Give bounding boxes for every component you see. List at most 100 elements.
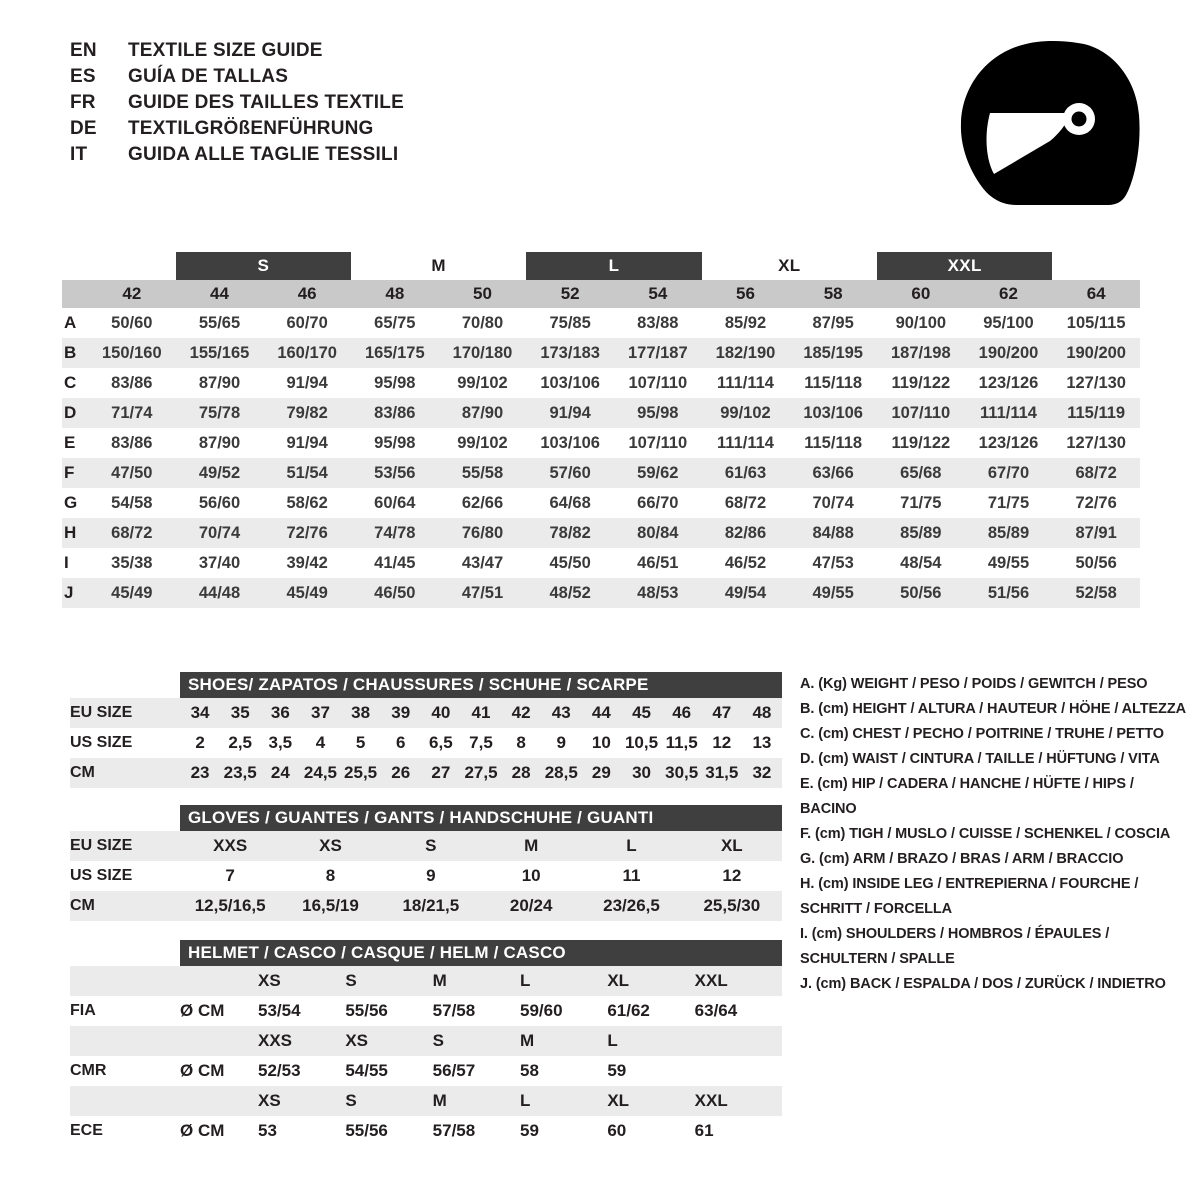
size-band-empty [88,252,176,280]
helmet-size-row: XS S M L XL XXL [70,966,782,996]
size-cell: 11,5 [665,733,698,752]
legend-item: D. (cm) WAIST / CINTURA / TAILLE / HÜFTU… [800,751,1160,767]
table-row: H 68/72 70/74 72/76 74/78 76/80 78/82 80/84 82/8… [62,518,1140,548]
size-band-xl: XL [778,256,801,275]
helmet-size-label: XS [345,1031,369,1050]
title-lang-text: TEXTILE SIZE GUIDE [128,40,323,61]
size-cell: 4 [315,733,326,752]
table-row: C 83/86 87/90 91/94 95/98 99/102 103/106 107/11… [62,368,1140,398]
measurement-cell: 91/94 [286,373,328,392]
size-cell: 6,5 [429,733,453,752]
helmet-measurement-cell: 59 [520,1121,539,1140]
size-cell: 47 [712,703,732,722]
size-cell: 28,5 [544,763,578,782]
measurement-cell: 103/106 [540,433,600,452]
measurement-cell: 45/50 [549,553,591,572]
measurement-cell: 87/90 [461,403,504,422]
helmet-size-row: XXS XS S M L [70,1026,782,1056]
table-row: E 83/86 87/90 91/94 95/98 99/102 103/106 107/11… [62,428,1140,458]
measurement-cell: 55/65 [198,313,241,332]
size-cell: 26 [391,763,411,782]
measurement-cell: 83/86 [111,433,153,452]
measurement-cell: 50/56 [900,583,942,602]
size-cell: M [524,836,539,855]
size-cell: 45 [632,703,651,722]
shoes-table: SHOES/ ZAPATOS / CHAUSSURES / SCHUHE / S… [70,672,782,788]
measurement-cell: 111/114 [980,403,1037,422]
measurement-cell: 71/74 [111,403,153,422]
size-cell: 42 [511,703,531,722]
measurement-cell: 95/98 [374,373,416,392]
helmet-measurement-cell: 61/62 [607,1001,650,1020]
size-band-l: L [526,252,702,280]
row-label: CM [70,764,95,781]
measurement-row-key: E [64,433,76,452]
measurement-cell: 173/183 [540,343,600,362]
size-column-header: 54 [613,280,702,308]
measurement-row-key: I [64,553,69,572]
legend-item: E. (cm) HIP / CADERA / HANCHE / HÜFTE / … [800,776,1142,817]
measurement-cell: 48/54 [900,553,942,572]
size-band-empty [1052,252,1140,280]
title-lang-code: DE [70,118,97,139]
measurement-cell: 75/78 [198,403,241,422]
measurement-cell: 87/90 [198,433,241,452]
size-cell: 9 [426,866,436,885]
title-block: EN TEXTILE SIZE GUIDE ES GUÍA DE TALLAS FR GU… [70,40,404,170]
legend-item: B. (cm) HEIGHT / ALTURA / HAUTEUR / HÖHE… [800,701,1186,717]
title-line-de: DE TEXTILGRÖßENFÜHRUNG [70,118,404,144]
helmet-table: HELMET / CASCO / CASQUE / HELM / CASCO X… [70,940,782,1146]
size-cell: 31,5 [705,763,739,782]
table-row: F 47/50 49/52 51/54 53/56 55/58 57/60 59/62 61/6… [62,458,1140,488]
measurement-cell: 50/60 [111,313,153,332]
legend-item: G. (cm) ARM / BRAZO / BRAS / ARM / BRACC… [800,851,1124,867]
measurement-cell: 103/106 [803,403,863,422]
title-line-es: ES GUÍA DE TALLAS [70,66,404,92]
helmet-measurement-cell: 63/64 [694,1001,738,1020]
table-row: CM 23 23,5 24 24,5 25,5 26 27 27,5 28 28,5 29 30 30,5… [70,758,782,788]
helmet-measurement-cell: 61 [694,1121,714,1140]
size-column-header: 62 [964,280,1053,308]
measurement-cell: 61/63 [724,463,767,482]
helmet-unit-label: Ø CM [180,1001,225,1020]
measurement-cell: 72/76 [286,523,328,542]
legend-item: F. (cm) TIGH / MUSLO / CUISSE / SCHENKEL… [800,826,1171,842]
helmet-measurement-cell: 53/54 [258,1001,301,1020]
measurement-cell: 39/42 [286,553,328,572]
size-cell: 8 [516,733,526,752]
size-cell: 16,5/19 [302,896,359,915]
measurement-cell: 65/68 [900,463,942,482]
helmet-size-label: XXL [694,1091,728,1110]
measurement-cell: 71/75 [900,493,942,512]
measurement-cell: 60/70 [286,313,328,332]
measurement-cell: 119/122 [891,373,951,392]
size-cell: 12,5/16,5 [194,896,266,915]
helmet-size-label: XXL [694,971,728,990]
measurement-cell: 95/98 [637,403,679,422]
size-cell: 27,5 [464,763,498,782]
measurement-cell: 62/66 [461,493,504,512]
measurement-cell: 99/102 [457,433,508,452]
helmet-size-label: XXS [258,1031,293,1050]
measurement-cell: 44/48 [198,583,241,602]
row-label: CM [70,897,95,914]
measurement-cell: 49/52 [198,463,241,482]
table-row: EU SIZE XXS XS S M L XL [70,831,782,861]
table-row: A 50/60 55/65 60/70 65/75 70/80 75/85 83/88 85/9… [62,308,1140,338]
size-cell: 28 [511,763,531,782]
shoes-table-title: SHOES/ ZAPATOS / CHAUSSURES / SCHUHE / S… [180,672,782,698]
measurement-cell: 46/51 [637,553,679,572]
measurement-cell: 115/119 [1067,403,1126,422]
measurement-cell: 84/88 [812,523,854,542]
size-column-header: 42 [88,280,176,308]
table-row: J 45/49 44/48 45/49 46/50 47/51 48/52 48/53 49/5… [62,578,1140,608]
measurement-cell: 49/55 [987,553,1030,572]
measurement-cell: 70/74 [812,493,854,512]
measurement-cell: 83/88 [637,313,679,332]
gloves-table: GLOVES / GUANTES / GANTS / HANDSCHUHE / … [70,805,782,921]
helmet-measurement-cell: 58 [520,1061,539,1080]
helmet-size-label: L [607,1031,618,1050]
helmet-measurement-cell: 59/60 [520,1001,563,1020]
measurement-cell: 54/58 [111,493,153,512]
measurement-cell: 71/75 [987,493,1030,512]
